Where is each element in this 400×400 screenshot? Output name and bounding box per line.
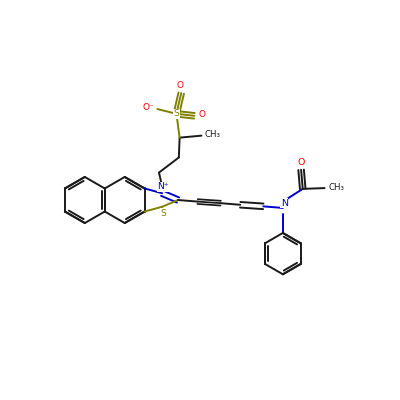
Text: S: S <box>160 209 166 218</box>
Text: N⁺: N⁺ <box>157 182 169 191</box>
Text: O⁻: O⁻ <box>143 103 154 112</box>
Text: O: O <box>199 110 206 120</box>
Text: O: O <box>298 158 305 167</box>
Text: CH₃: CH₃ <box>328 183 344 192</box>
Text: O: O <box>177 82 184 90</box>
Text: S: S <box>174 109 179 118</box>
Text: N: N <box>281 199 288 208</box>
Text: CH₃: CH₃ <box>204 130 220 138</box>
